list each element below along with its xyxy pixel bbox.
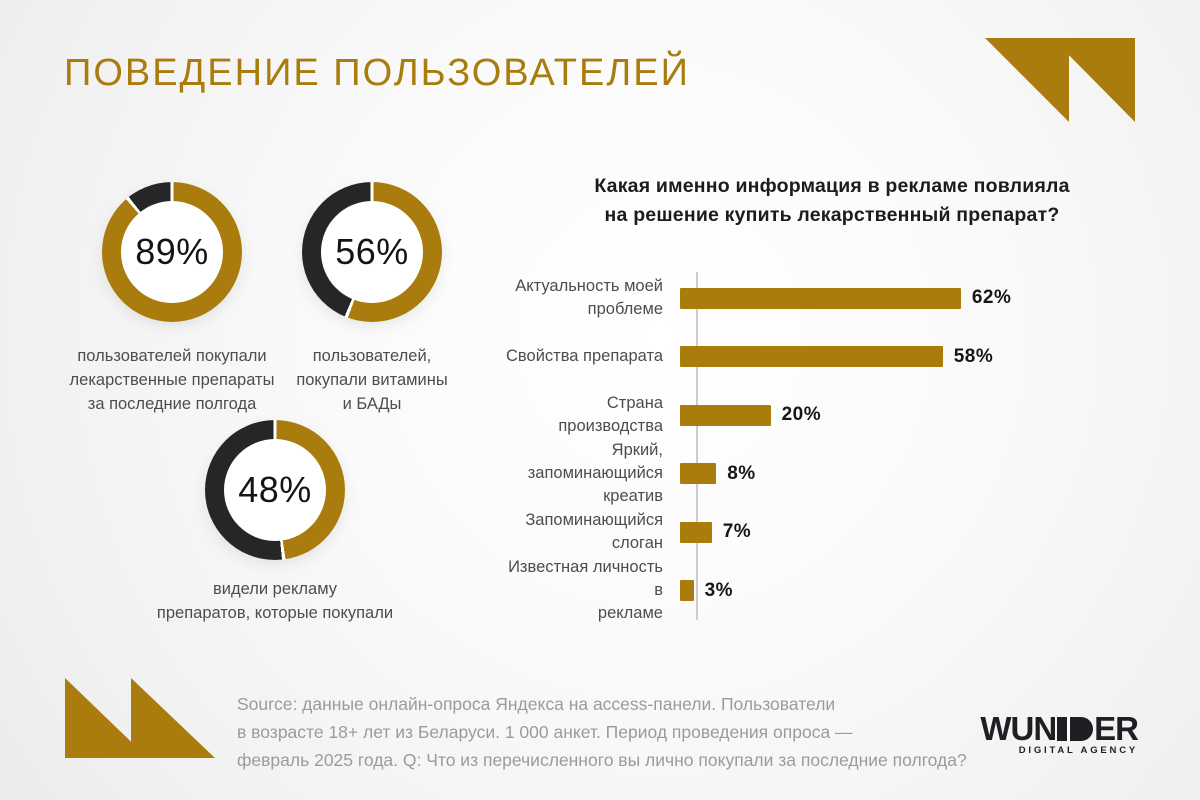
source-line: Source: данные онлайн-опроса Яндекса на … [237, 694, 836, 714]
bar [680, 521, 712, 543]
wunder-double-d-icon [1057, 717, 1094, 741]
donut-percent-label: 56% [335, 231, 409, 272]
wunder-mark-bottom-icon [65, 678, 215, 758]
donut-percent-label: 48% [238, 469, 312, 510]
bar-value-label: 20% [781, 404, 822, 426]
caption-line: видели рекламу [212, 580, 337, 598]
caption-line: препаратов, которые покупали [156, 604, 394, 622]
bar-label-line: Актуальность моей [515, 277, 663, 296]
bar [680, 463, 717, 485]
bar-row: Свойства препарата 58% [500, 328, 1120, 387]
bar [680, 404, 771, 426]
bar-row: Запоминающийся слоган 7% [500, 503, 1120, 562]
logo-tagline: DIGITAL AGENCY [1018, 745, 1138, 756]
bar-chart: Актуальность моей проблеме 62% Свойства … [500, 269, 1120, 622]
bar-chart-axis-line [696, 272, 698, 620]
bar-row: Актуальность моей проблеме 62% [500, 269, 1120, 328]
bar [680, 346, 943, 368]
wunder-logo: WUN ER DIGITAL AGENCY [968, 710, 1139, 756]
donut-caption: пользователей покупали лекарственные пре… [42, 344, 302, 416]
source-line: в возрасте 18+ лет из Беларуси. 1 000 ан… [237, 722, 853, 742]
bar-category-label: Актуальность моей проблеме [500, 275, 680, 321]
caption-line: лекарственные препараты [69, 371, 275, 389]
donut-chart-saw-ads: 48% [205, 420, 345, 560]
bar-label-line: проблеме [587, 300, 663, 319]
bar-category-label: Запоминающийся слоган [500, 509, 680, 555]
bar-category-label: Свойства препарата [500, 345, 680, 368]
bar-label-line: Яркий, запоминающийся [527, 441, 663, 483]
donut-chart-purchased-drugs: 89% [102, 182, 242, 322]
bar-category-label: Страна производства [500, 392, 680, 438]
bar-value-label: 7% [722, 521, 752, 543]
page-title: ПОВЕДЕНИЕ ПОЛЬЗОВАТЕЛЕЙ [64, 52, 690, 94]
bar-value-label: 62% [971, 287, 1012, 309]
caption-line: покупали витамины [296, 371, 448, 389]
bar-value-label: 8% [727, 462, 756, 484]
bar-label-line: Свойства препарата [506, 347, 663, 366]
source-line: февраль 2025 года. Q: Что из перечисленн… [237, 750, 967, 770]
chart-title-line: на решение купить лекарственный препарат… [604, 204, 1060, 226]
bar-value-label: 3% [704, 579, 734, 601]
donut-chart-vitamins: 56% [302, 182, 442, 322]
caption-line: пользователей покупали [77, 347, 267, 365]
wordmark-left-text: WUN [980, 710, 1057, 747]
bar-row: Страна производства 20% [500, 386, 1120, 445]
chart-title-line: Какая именно информация в рекламе повлия… [594, 175, 1070, 197]
bar-label-line: Известная личность в [508, 558, 663, 600]
wordmark-right-text: ER [1094, 710, 1139, 747]
bar-category-label: Яркий, запоминающийся креатив [500, 439, 680, 508]
bar-row: Яркий, запоминающийся креатив 8% [500, 441, 1120, 505]
bar [680, 580, 694, 602]
caption-line: и БАДы [342, 395, 402, 413]
wunder-mark-top-icon [985, 38, 1135, 122]
wunder-wordmark: WUN ER [968, 710, 1139, 747]
caption-line: пользователей, [312, 347, 432, 365]
bar-row: Известная личность в рекламе 3% [500, 558, 1120, 622]
bar-chart-title: Какая именно информация в рекламе повлия… [562, 172, 1102, 230]
bar-label-line: Запоминающийся слоган [525, 511, 663, 553]
caption-line: за последние полгода [87, 395, 257, 413]
bar-category-label: Известная личность в рекламе [500, 556, 680, 625]
bar [680, 287, 961, 309]
donut-caption: видели рекламу препаратов, которые покуп… [105, 577, 445, 625]
bar-label-line: рекламе [597, 604, 663, 623]
bar-label-line: Страна производства [558, 394, 663, 436]
bar-label-line: креатив [603, 487, 663, 506]
bar-value-label: 58% [953, 345, 994, 367]
donut-percent-label: 89% [135, 231, 209, 272]
d-glyph [1067, 717, 1094, 741]
source-note: Source: данные онлайн-опроса Яндекса на … [237, 690, 967, 774]
donut-caption: пользователей, покупали витамины и БАДы [262, 344, 482, 416]
